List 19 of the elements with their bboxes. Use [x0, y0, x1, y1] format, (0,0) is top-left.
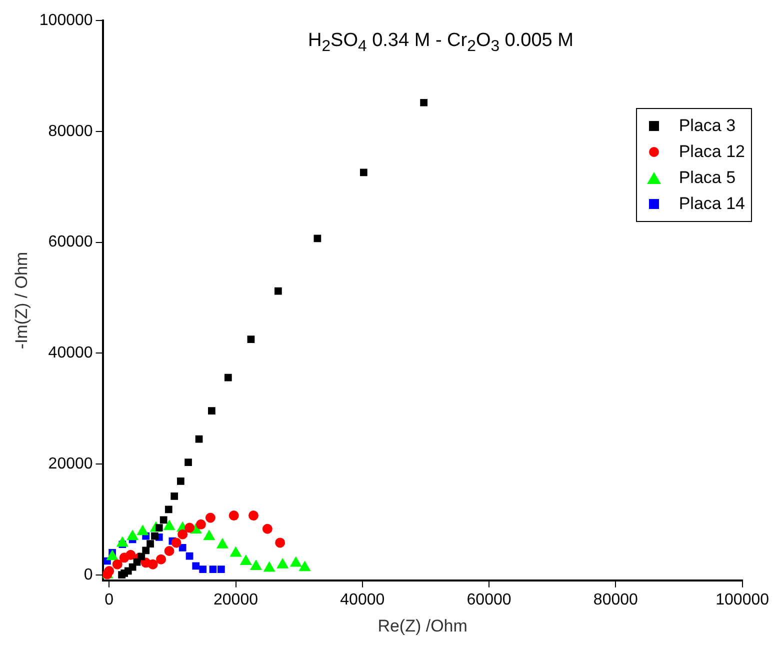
- y-tick-label: 0: [84, 566, 93, 584]
- chart-title: H$_{2}$SO$_{4}$ 0.34 M - Cr$_{2}$O$_{3}$ 0.005 M: [308, 30, 574, 55]
- y-tick-label: 20000: [48, 455, 93, 472]
- x-tick-label: 100000: [716, 591, 770, 608]
- y-tick-label: 100000: [39, 12, 93, 30]
- legend-label: Placa 5: [678, 168, 736, 188]
- legend-label: Placa 14: [678, 194, 745, 214]
- x-axis-title: Re(Z) /Ohm: [378, 616, 468, 636]
- y-tick-label: 40000: [48, 344, 93, 362]
- x-tick-label: 80000: [593, 591, 638, 608]
- x-tick-label: 40000: [340, 591, 385, 608]
- y-tick-label: 60000: [48, 234, 93, 251]
- y-tick-label: 80000: [48, 122, 93, 140]
- x-tick-label: 20000: [214, 591, 258, 608]
- legend-label: Placa 3: [678, 116, 736, 136]
- y-axis-title: -Im(Z) / Ohm: [12, 252, 31, 350]
- x-tick-label: 60000: [466, 591, 512, 608]
- legend-label: Placa 12: [678, 142, 745, 162]
- x-tick-label: 0: [104, 591, 114, 608]
